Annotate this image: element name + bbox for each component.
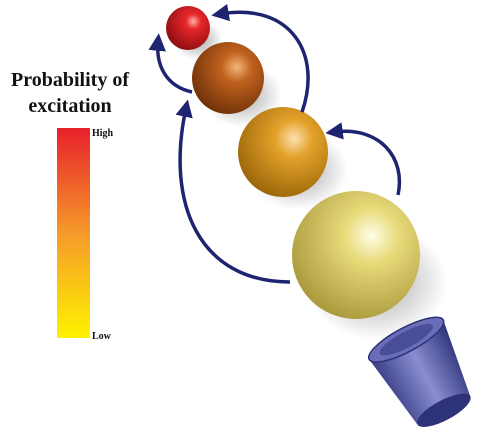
detector [367, 316, 471, 427]
sphere-yellow [292, 191, 420, 319]
sphere-red [166, 6, 210, 50]
color-scale [57, 128, 90, 338]
low-label: Low [92, 331, 112, 342]
sphere-orange [238, 107, 328, 197]
legend-title-line: excitation [28, 95, 111, 117]
legend-title-line: Probability of [11, 69, 129, 91]
high-label: High [92, 128, 114, 139]
sphere-brown [192, 42, 264, 114]
arrows [148, 3, 402, 284]
